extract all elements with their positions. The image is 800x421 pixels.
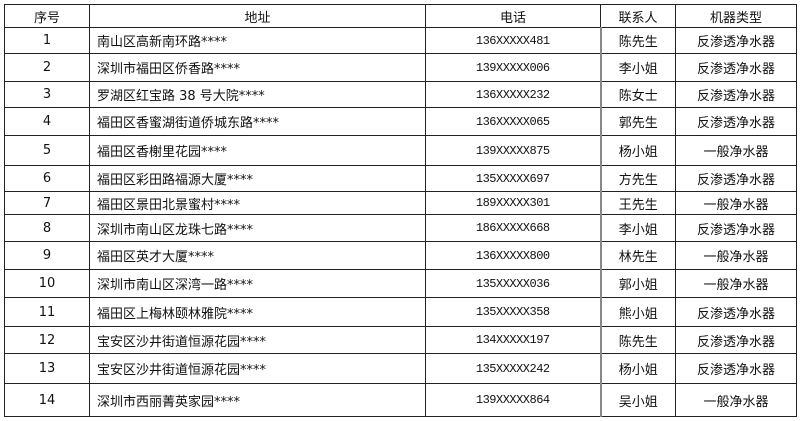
cell-index: 5: [4, 135, 90, 166]
cell-index: 4: [4, 107, 90, 136]
cell-machine-type: 一般净水器: [675, 191, 797, 215]
table-row: 12 宝安区沙井街道恒源花园**** 134XXXXX197 陈先生 反渗透净水器: [4, 326, 797, 354]
header-index: 序号: [4, 4, 90, 28]
table-row: 14 深圳市西丽菁英家园**** 139XXXXX864 吴小姐 一般净水器: [4, 383, 797, 417]
cell-phone: 136XXXXX481: [425, 27, 601, 54]
cell-index: 10: [4, 269, 90, 298]
cell-index: 6: [4, 165, 90, 192]
cell-index: 11: [4, 297, 90, 327]
table-row: 2 深圳市福田区侨香路**** 139XXXXX006 李小姐 反渗透净水器: [4, 53, 797, 82]
cell-index: 1: [4, 27, 90, 54]
cell-index: 13: [4, 353, 90, 384]
cell-machine-type: 反渗透净水器: [675, 107, 797, 136]
table-row: 10 深圳市南山区深湾一路**** 135XXXXX036 郭小姐 一般净水器: [4, 269, 797, 298]
table-row: 4 福田区香蜜湖街道侨城东路**** 136XXXXX065 郭先生 反渗透净水器: [4, 107, 797, 136]
cell-phone: 135XXXXX036: [425, 269, 601, 298]
cell-phone: 139XXXXX875: [425, 135, 601, 166]
cell-address: 宝安区沙井街道恒源花园****: [89, 353, 426, 384]
cell-address: 南山区高新南环路****: [89, 27, 426, 54]
cell-phone: 189XXXXX301: [425, 191, 601, 215]
cell-contact: 李小姐: [599, 214, 676, 242]
cell-phone: 134XXXXX197: [425, 326, 601, 354]
cell-address: 深圳市南山区深湾一路****: [89, 269, 426, 298]
cell-machine-type: 一般净水器: [675, 383, 797, 417]
cell-contact: 李小姐: [599, 53, 676, 82]
cell-contact: 方先生: [599, 165, 676, 192]
cell-contact: 吴小姐: [599, 383, 676, 417]
cell-phone: 136XXXXX232: [425, 81, 601, 108]
cell-address: 福田区上梅林颐林雅院****: [89, 297, 426, 327]
cell-address: 福田区香榭里花园****: [89, 135, 426, 166]
cell-address: 宝安区沙井街道恒源花园****: [89, 326, 426, 354]
cell-machine-type: 反渗透净水器: [675, 214, 797, 242]
header-phone: 电话: [425, 4, 601, 28]
cell-machine-type: 一般净水器: [675, 241, 797, 270]
cell-address: 深圳市福田区侨香路****: [89, 53, 426, 82]
cell-machine-type: 反渗透净水器: [675, 165, 797, 192]
cell-contact: 杨小姐: [599, 353, 676, 384]
cell-index: 8: [4, 214, 90, 242]
cell-contact: 陈女士: [599, 81, 676, 108]
cell-machine-type: 反渗透净水器: [675, 353, 797, 384]
cell-index: 2: [4, 53, 90, 82]
table-row: 6 福田区彩田路福源大厦**** 135XXXXX697 方先生 反渗透净水器: [4, 165, 797, 192]
header-machine-type: 机器类型: [675, 4, 797, 28]
cell-contact: 郭小姐: [599, 269, 676, 298]
cell-phone: 139XXXXX864: [425, 383, 601, 417]
cell-address: 罗湖区红宝路 38 号大院****: [89, 81, 426, 108]
header-address: 地址: [89, 4, 426, 28]
cell-address: 福田区英才大厦****: [89, 241, 426, 270]
cell-phone: 135XXXXX358: [425, 297, 601, 327]
cell-phone: 136XXXXX800: [425, 241, 601, 270]
cell-address: 福田区景田北景蜜村****: [89, 191, 426, 215]
table-row: 13 宝安区沙井街道恒源花园**** 135XXXXX242 杨小姐 反渗透净水器: [4, 353, 797, 384]
cell-machine-type: 反渗透净水器: [675, 326, 797, 354]
cell-address: 福田区彩田路福源大厦****: [89, 165, 426, 192]
cell-machine-type: 一般净水器: [675, 269, 797, 298]
cell-index: 9: [4, 241, 90, 270]
cell-address: 深圳市西丽菁英家园****: [89, 383, 426, 417]
cell-phone: 135XXXXX697: [425, 165, 601, 192]
table-row: 5 福田区香榭里花园**** 139XXXXX875 杨小姐 一般净水器: [4, 135, 797, 166]
cell-machine-type: 反渗透净水器: [675, 81, 797, 108]
table-row: 7 福田区景田北景蜜村**** 189XXXXX301 王先生 一般净水器: [4, 191, 797, 215]
cell-machine-type: 一般净水器: [675, 135, 797, 166]
customer-table: 序号 地址 电话 联系人 机器类型 1 南山区高新南环路**** 136XXXXX4…: [4, 4, 797, 417]
cell-phone: 135XXXXX242: [425, 353, 601, 384]
header-contact: 联系人: [600, 4, 676, 28]
cell-contact: 熊小姐: [599, 297, 676, 327]
cell-machine-type: 反渗透净水器: [675, 53, 797, 82]
table-row: 9 福田区英才大厦**** 136XXXXX800 林先生 一般净水器: [4, 241, 797, 270]
table-row: 11 福田区上梅林颐林雅院**** 135XXXXX358 熊小姐 反渗透净水器: [4, 297, 797, 327]
cell-address: 福田区香蜜湖街道侨城东路****: [89, 107, 426, 136]
cell-machine-type: 反渗透净水器: [675, 297, 797, 327]
header-row: 序号 地址 电话 联系人 机器类型: [4, 4, 797, 28]
cell-index: 14: [4, 383, 90, 417]
cell-contact: 郭先生: [599, 107, 676, 136]
table-row: 8 深圳市南山区龙珠七路**** 186XXXXX668 李小姐 反渗透净水器: [4, 214, 797, 242]
cell-contact: 林先生: [599, 241, 676, 270]
cell-contact: 陈先生: [599, 27, 676, 54]
cell-phone: 139XXXXX006: [425, 53, 601, 82]
table-row: 1 南山区高新南环路**** 136XXXXX481 陈先生 反渗透净水器: [4, 27, 797, 54]
table-row: 3 罗湖区红宝路 38 号大院**** 136XXXXX232 陈女士 反渗透净水器: [4, 81, 797, 108]
cell-contact: 陈先生: [599, 326, 676, 354]
cell-contact: 杨小姐: [599, 135, 676, 166]
cell-contact: 王先生: [599, 191, 676, 215]
cell-address: 深圳市南山区龙珠七路****: [89, 214, 426, 242]
cell-phone: 186XXXXX668: [425, 214, 601, 242]
cell-machine-type: 反渗透净水器: [675, 27, 797, 54]
cell-index: 7: [4, 191, 90, 215]
cell-phone: 136XXXXX065: [425, 107, 601, 136]
cell-index: 3: [4, 81, 90, 108]
cell-index: 12: [4, 326, 90, 354]
